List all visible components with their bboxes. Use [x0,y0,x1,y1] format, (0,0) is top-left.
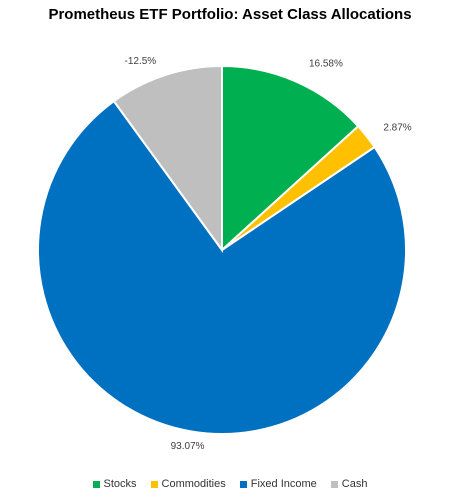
data-label-cash: -12.5% [125,56,157,67]
legend-item-fixed-income: Fixed Income [239,478,317,490]
legend-item-commodities: Commodities [150,478,226,490]
data-label-fixed-income: 93.07% [171,441,205,452]
data-label-commodities: 2.87% [383,123,411,134]
legend-swatch [330,480,338,488]
chart-title: Prometheus ETF Portfolio: Asset Class Al… [48,6,412,23]
pie-slice-stocks [221,64,360,253]
pie-slice-fixed-income [37,99,407,435]
legend-item-stocks: Stocks [92,478,137,490]
pie-chart: 16.58% 2.87% 93.07% -12.5% [37,56,412,452]
legend-swatch [92,480,100,488]
pie-slice-cash [112,64,223,254]
legend-label: Stocks [103,478,137,490]
legend-swatch [150,480,158,488]
legend-swatch [239,480,247,488]
legend-label: Fixed Income [250,478,317,490]
legend: Stocks Commodities Fixed Income Cash [0,478,460,490]
data-label-stocks: 16.58% [309,59,343,70]
legend-label: Commodities [161,478,226,490]
legend-label: Cash [341,478,368,490]
legend-item-cash: Cash [330,478,368,490]
